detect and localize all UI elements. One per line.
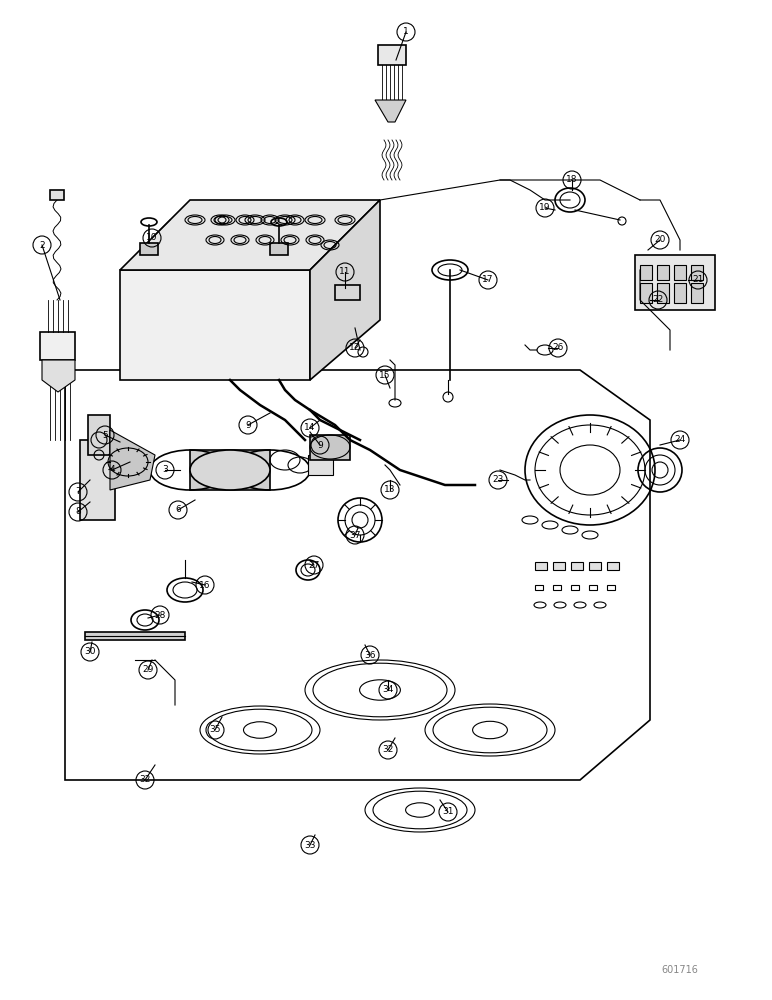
Bar bbox=[607, 585, 615, 590]
Text: 2: 2 bbox=[39, 240, 45, 249]
Bar bbox=[535, 562, 547, 570]
Text: 9: 9 bbox=[245, 420, 251, 430]
Text: 23: 23 bbox=[493, 476, 503, 485]
Bar bbox=[308, 455, 333, 475]
Text: 601716: 601716 bbox=[661, 965, 698, 975]
Bar bbox=[140, 243, 158, 255]
Text: 31: 31 bbox=[442, 808, 454, 816]
Text: 19: 19 bbox=[540, 204, 550, 213]
Polygon shape bbox=[120, 270, 310, 380]
Text: 18: 18 bbox=[566, 176, 577, 184]
Text: 34: 34 bbox=[382, 686, 394, 694]
Bar bbox=[50, 190, 64, 200]
Text: 22: 22 bbox=[652, 296, 664, 304]
Text: 21: 21 bbox=[692, 275, 704, 284]
Text: 36: 36 bbox=[364, 650, 376, 660]
Text: 1: 1 bbox=[403, 27, 409, 36]
Text: 10: 10 bbox=[146, 233, 157, 242]
Bar bbox=[674, 283, 686, 303]
Polygon shape bbox=[110, 430, 155, 490]
Text: 14: 14 bbox=[304, 424, 316, 432]
Text: 32: 32 bbox=[382, 746, 394, 754]
Text: 11: 11 bbox=[339, 267, 350, 276]
Text: 28: 28 bbox=[154, 610, 166, 619]
Text: 17: 17 bbox=[482, 275, 494, 284]
Text: 13: 13 bbox=[384, 486, 396, 494]
Bar bbox=[85, 632, 185, 640]
Bar bbox=[310, 435, 350, 460]
Text: 26: 26 bbox=[552, 344, 564, 353]
Polygon shape bbox=[375, 100, 406, 122]
Text: 15: 15 bbox=[379, 370, 391, 379]
Bar bbox=[270, 243, 288, 255]
Text: 12: 12 bbox=[349, 344, 361, 353]
Text: 24: 24 bbox=[675, 436, 686, 444]
Bar bbox=[674, 265, 686, 280]
Bar bbox=[571, 585, 579, 590]
Ellipse shape bbox=[190, 450, 270, 490]
Bar bbox=[88, 415, 110, 455]
Text: 9: 9 bbox=[317, 440, 323, 450]
Text: 32: 32 bbox=[139, 776, 151, 784]
Bar bbox=[607, 562, 619, 570]
Bar bbox=[691, 265, 703, 280]
Text: 3: 3 bbox=[162, 466, 168, 475]
Bar bbox=[535, 585, 543, 590]
Bar bbox=[378, 45, 406, 65]
Text: 8: 8 bbox=[75, 508, 81, 516]
Bar bbox=[640, 283, 652, 303]
Text: 37: 37 bbox=[349, 530, 361, 540]
Text: 35: 35 bbox=[209, 726, 221, 734]
Bar bbox=[691, 283, 703, 303]
Bar bbox=[553, 585, 561, 590]
Bar bbox=[589, 562, 601, 570]
Bar bbox=[335, 285, 360, 300]
Polygon shape bbox=[80, 440, 115, 520]
Polygon shape bbox=[120, 200, 380, 270]
Text: 20: 20 bbox=[655, 235, 665, 244]
Bar bbox=[589, 585, 597, 590]
Text: 30: 30 bbox=[84, 648, 96, 656]
Text: 27: 27 bbox=[308, 560, 320, 570]
Bar bbox=[571, 562, 583, 570]
Text: 16: 16 bbox=[199, 580, 211, 589]
Text: 4: 4 bbox=[109, 466, 115, 475]
Polygon shape bbox=[42, 360, 75, 392]
Bar bbox=[190, 450, 270, 490]
Text: 7: 7 bbox=[75, 488, 81, 496]
Bar bbox=[553, 562, 565, 570]
Text: 33: 33 bbox=[304, 840, 316, 850]
Bar bbox=[657, 283, 669, 303]
Text: 29: 29 bbox=[142, 666, 154, 674]
Bar bbox=[640, 265, 652, 280]
Polygon shape bbox=[310, 200, 380, 380]
Bar bbox=[657, 265, 669, 280]
Text: 6: 6 bbox=[175, 506, 181, 514]
Bar bbox=[635, 255, 715, 310]
Bar bbox=[40, 332, 75, 360]
Text: 5: 5 bbox=[102, 430, 108, 440]
